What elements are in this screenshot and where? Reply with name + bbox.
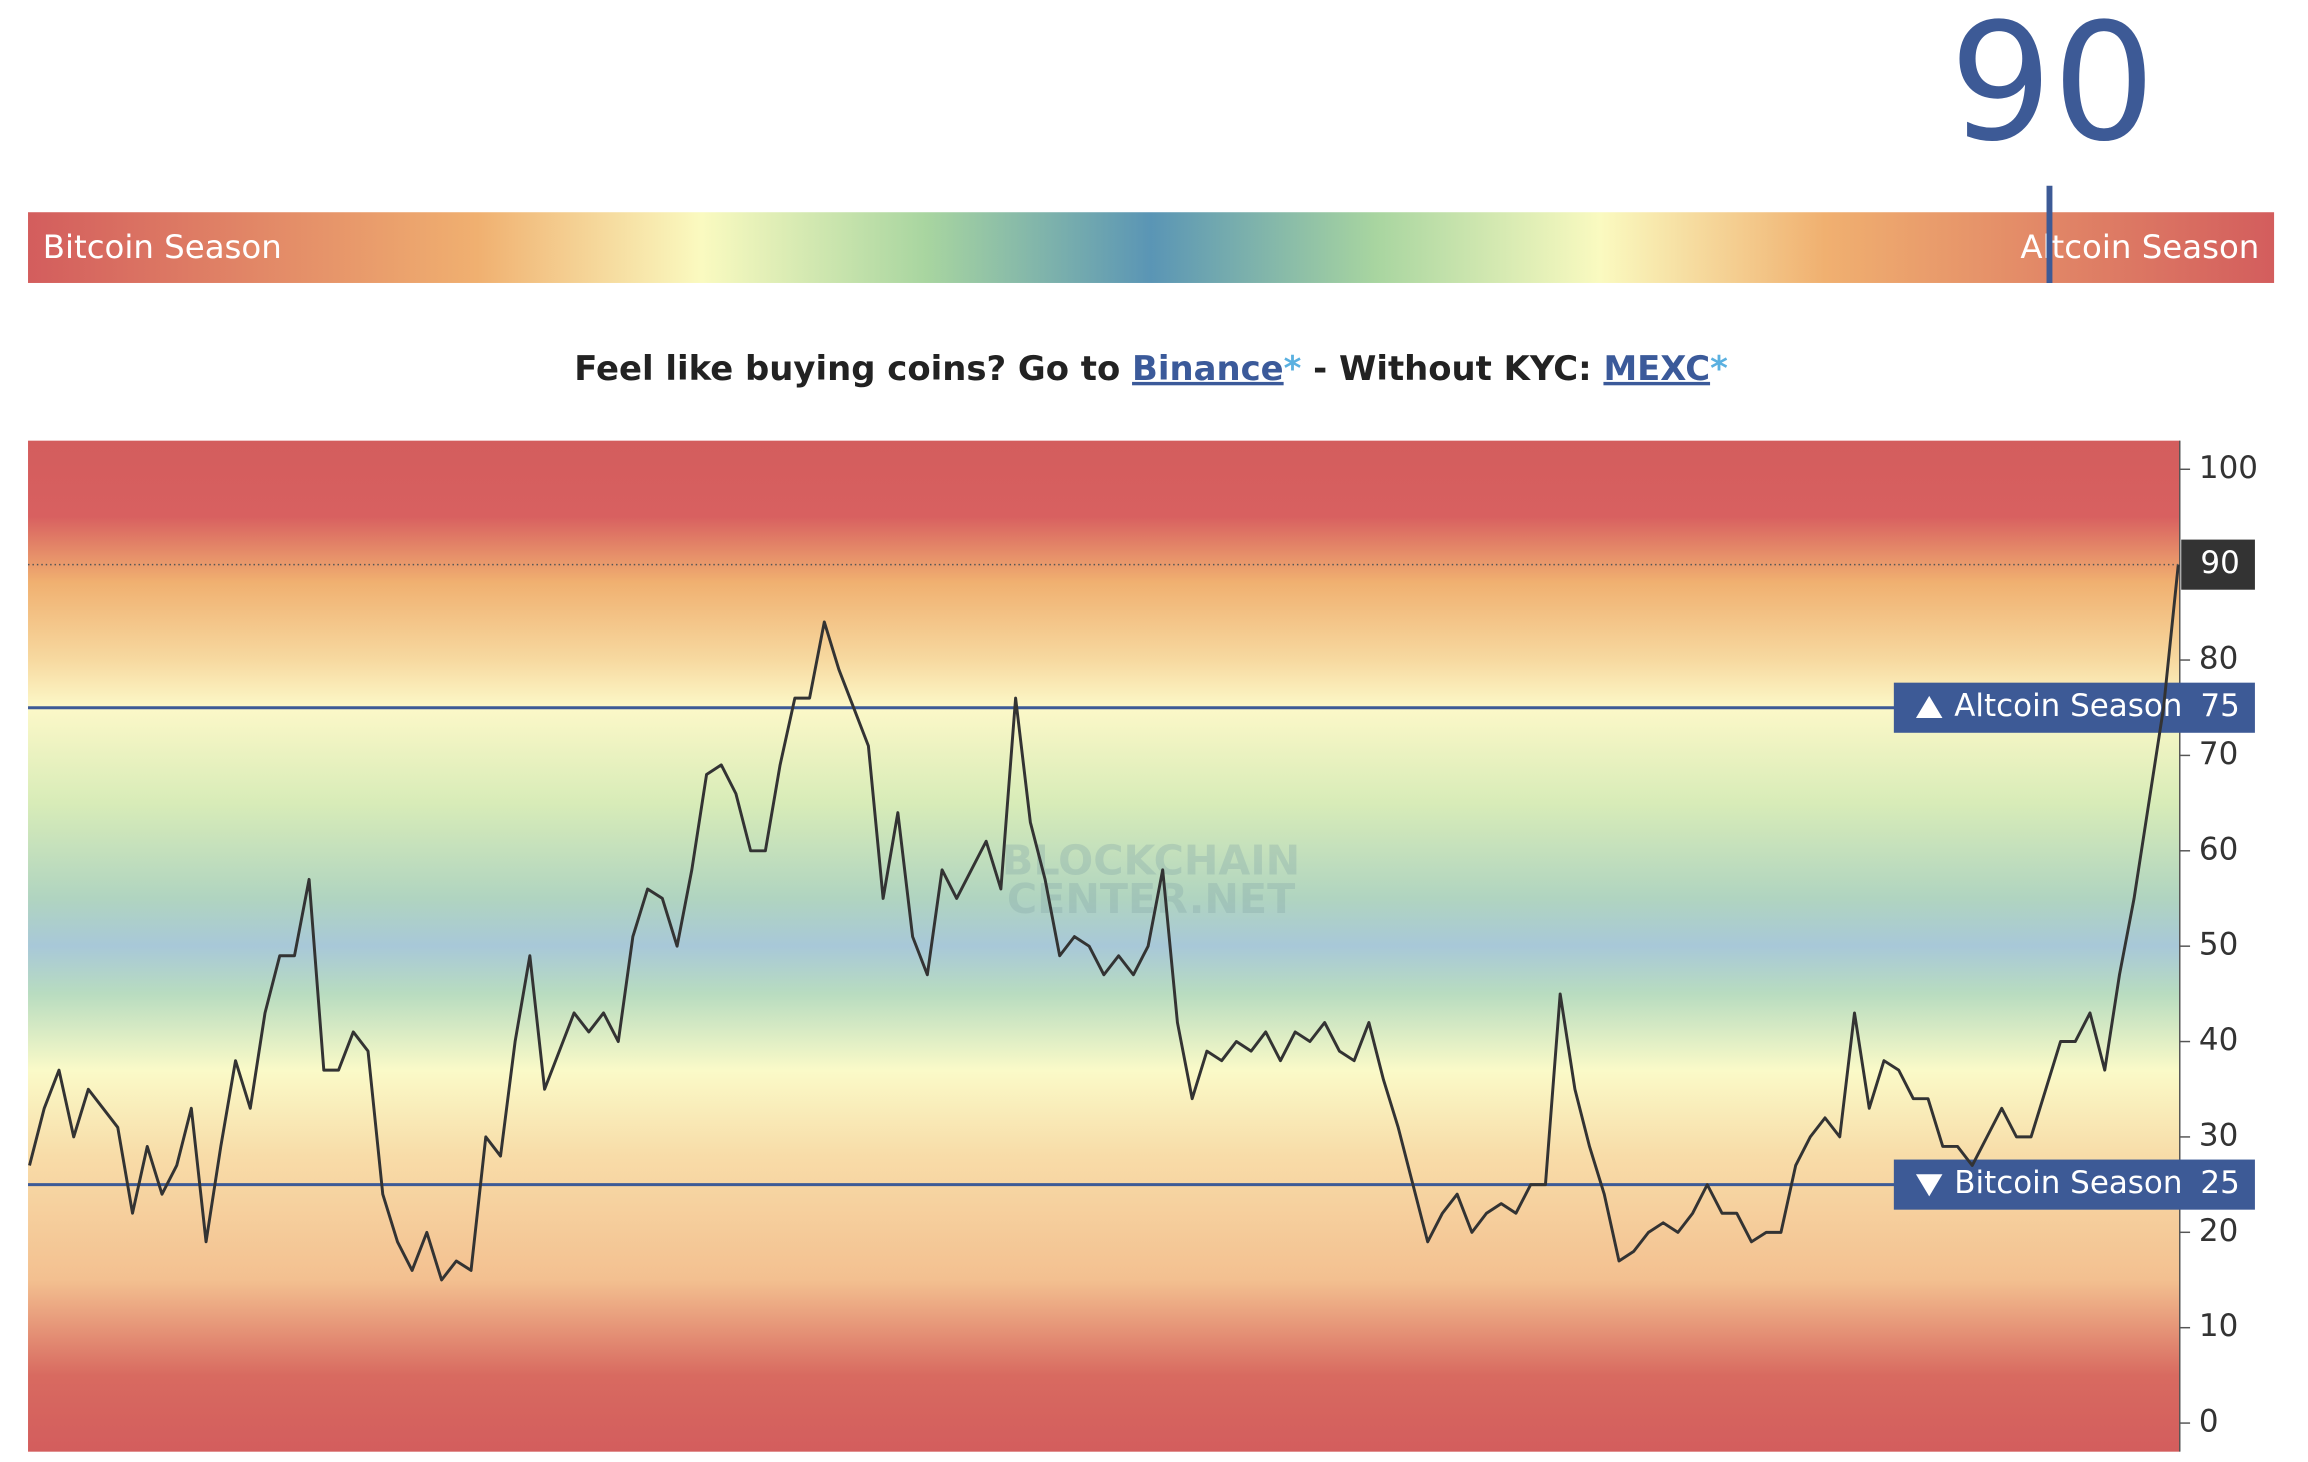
y-tick-label: 100 (2199, 450, 2258, 486)
asterisk: * (1284, 348, 1302, 387)
chart-marks: 90 0 10 20 30 40 50 60 70 80 100 Altcoin Season 75 Bi… (28, 0, 2258, 1440)
bar-left-label: Bitcoin Season (43, 228, 282, 266)
promo-text: Feel like buying coins? Go to Binance* -… (574, 348, 1728, 387)
last-value-label: 90 (2200, 545, 2239, 581)
reference-label-box (1893, 682, 2255, 733)
y-tick-label: 30 (2199, 1117, 2238, 1153)
y-tick-label: 40 (2199, 1022, 2238, 1058)
mexc-link[interactable]: MEXC (1603, 348, 1710, 387)
y-tick-label: 0 (2199, 1404, 2219, 1440)
asterisk: * (1710, 348, 1728, 387)
index-line (28, 564, 2180, 1282)
reference-label-box (1893, 1159, 2255, 1210)
y-tick-label: 50 (2199, 927, 2238, 963)
chart-background (28, 440, 2180, 1452)
bar-right-label: Altcoin Season (2020, 228, 2259, 266)
watermark: BLOCKCHAIN (1002, 837, 1300, 885)
promo-text: Feel like buying coins? Go to (574, 348, 1132, 387)
binance-link[interactable]: Binance (1132, 348, 1284, 387)
y-tick-label: 10 (2199, 1308, 2238, 1344)
index-value: 90 (1949, 0, 2155, 178)
triangle-icon (1915, 1174, 1943, 1197)
reference-value: 75 (2200, 688, 2239, 724)
promo-text: - Without KYC: (1301, 348, 1603, 387)
reference-label: Altcoin Season (1954, 688, 2182, 724)
y-tick-label: 80 (2199, 641, 2238, 677)
y-tick-label: 20 (2199, 1213, 2238, 1249)
last-value-box (2181, 539, 2255, 590)
season-bar (28, 212, 2275, 283)
reference-value: 25 (2200, 1165, 2239, 1201)
watermark: CENTER.NET (1007, 875, 1295, 923)
y-tick-label: 60 (2199, 831, 2238, 867)
y-tick-label: 70 (2199, 736, 2238, 772)
reference-label: Bitcoin Season (1954, 1165, 2182, 1201)
triangle-icon (1915, 695, 1943, 719)
